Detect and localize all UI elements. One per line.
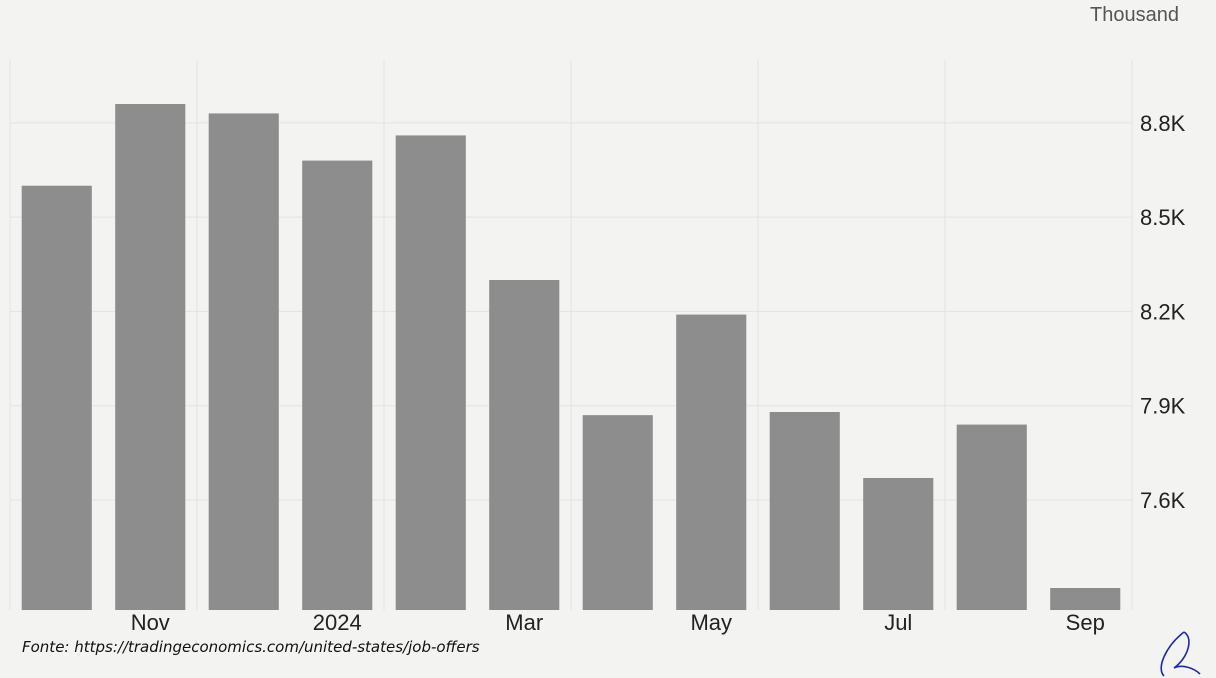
bar: Sep 2024 <box>1050 588 1120 610</box>
source-note: Fonte: https://tradingeconomics.com/unit… <box>22 638 480 656</box>
bar: Jan 2024 <box>302 161 372 610</box>
bar: Mar 2024 <box>489 280 559 610</box>
x-tick-label: Sep <box>1066 610 1105 635</box>
x-tick-label: Mar <box>505 610 543 635</box>
bar: May 2024 <box>676 315 746 610</box>
x-tick-label: Nov <box>131 610 170 635</box>
x-tick-label: Jul <box>884 610 912 635</box>
bar: Apr 2024 <box>583 415 653 610</box>
bar: Feb 2024 <box>396 135 466 610</box>
y-tick-label: 8.8K <box>1140 111 1186 136</box>
x-axis-ticks: Nov 2024 Mar May Jul Sep <box>131 610 1105 635</box>
y-tick-label: 8.5K <box>1140 205 1186 230</box>
y-axis-ticks: 7.6K 7.9K 8.2K 8.5K 8.8K <box>1140 111 1186 513</box>
bar: Aug 2024 <box>957 425 1027 610</box>
bar: Jun 2024 <box>770 412 840 610</box>
bar: Nov 2023 <box>115 104 185 610</box>
handwritten-signature <box>1148 628 1212 678</box>
bar: Jul 2024 <box>863 478 933 610</box>
bar: Oct 2023 <box>22 186 92 610</box>
x-tick-label: 2024 <box>313 610 362 635</box>
y-tick-label: 8.2K <box>1140 299 1186 324</box>
y-tick-label: 7.6K <box>1140 488 1186 513</box>
x-tick-label: May <box>690 610 732 635</box>
unit-label: Thousand <box>1090 4 1179 27</box>
bar: Dec 2023 <box>209 113 279 610</box>
y-tick-label: 7.9K <box>1140 394 1186 419</box>
